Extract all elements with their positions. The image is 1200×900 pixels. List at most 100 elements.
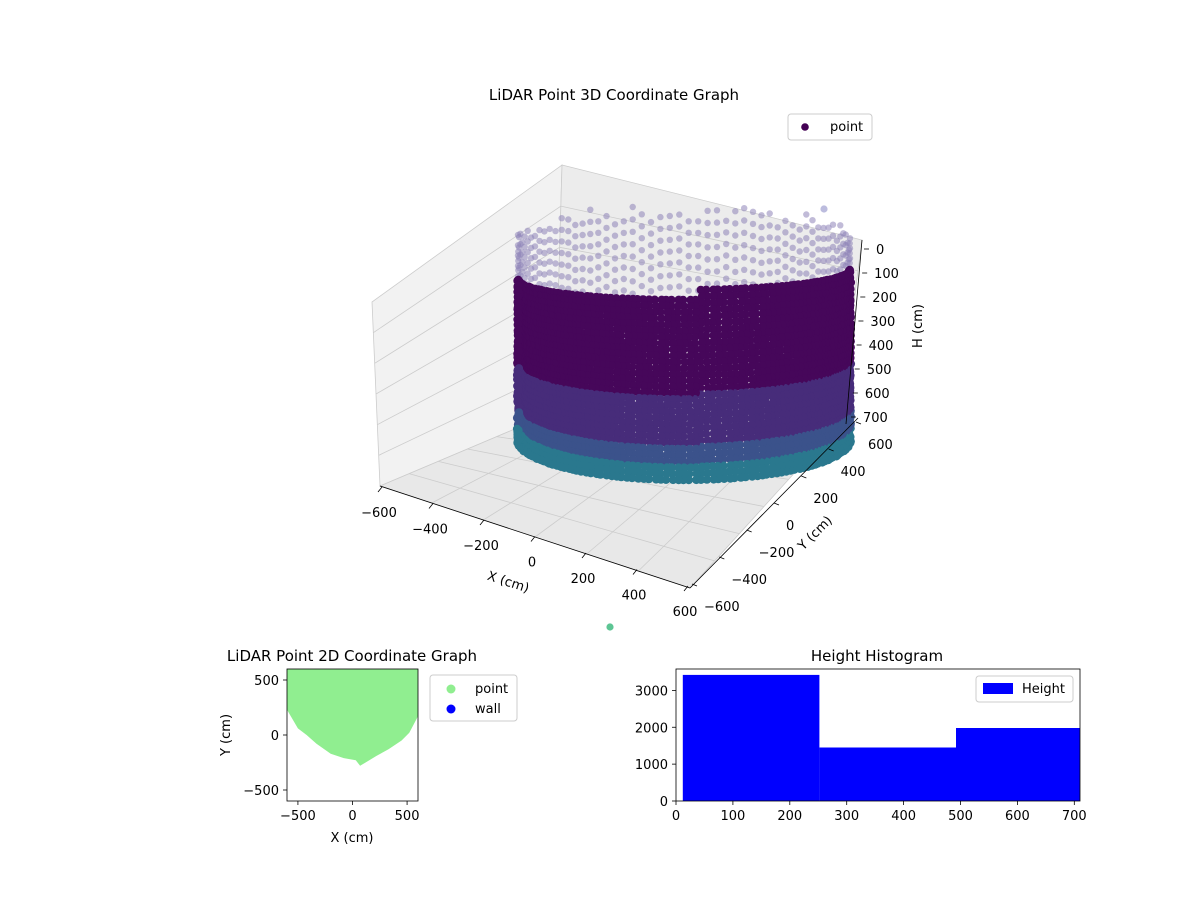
lidar-point	[766, 258, 773, 265]
lidar-point	[620, 218, 627, 225]
lidar-point	[732, 256, 739, 263]
lidar-point	[628, 418, 637, 427]
lidar-point	[639, 388, 649, 397]
lidar-point	[667, 438, 676, 447]
lidar-point	[647, 288, 655, 295]
lidar-point	[713, 318, 723, 327]
lidar-point	[657, 301, 666, 311]
lidar-point	[737, 323, 746, 333]
lidar-point	[668, 475, 678, 485]
lidar-point	[607, 299, 616, 309]
lidar-point	[697, 298, 707, 308]
lidar-point	[737, 297, 746, 306]
lidar-point	[676, 235, 683, 242]
lidar-point	[536, 270, 543, 277]
lidar-point	[702, 311, 711, 321]
lidar-point	[674, 463, 683, 472]
lidar-point	[686, 364, 695, 373]
lidar-point	[629, 241, 636, 248]
lidar-point	[629, 216, 636, 223]
lidar-point	[685, 287, 692, 294]
lidar-point	[748, 420, 757, 429]
lidar-point	[673, 438, 682, 447]
lidar-point	[702, 416, 711, 425]
lidar-point	[611, 289, 619, 296]
lidar-point	[758, 309, 767, 318]
lidar-point	[732, 220, 739, 227]
lidar-point	[666, 212, 673, 220]
lidar-point	[617, 399, 626, 408]
lidar-point	[731, 363, 740, 372]
lidar-point	[579, 243, 586, 250]
lidar-point	[639, 381, 648, 391]
lidar-point	[668, 364, 677, 373]
lidar-point	[725, 454, 735, 464]
lidar-point	[691, 382, 700, 391]
lidar-point	[603, 236, 610, 243]
lidar-point	[731, 304, 741, 313]
lidar-point	[611, 266, 619, 273]
z-tick-label: 200	[872, 291, 897, 306]
lidar-point	[695, 252, 702, 260]
lidar-point	[646, 437, 655, 447]
x-tick-label-2d: −500	[280, 809, 316, 824]
lidar-point	[531, 274, 539, 281]
lidar-point	[524, 270, 531, 277]
lidar-point	[782, 229, 789, 236]
lidar-point	[741, 242, 748, 249]
legend-3d: point	[787, 113, 873, 141]
lidar-point	[579, 277, 586, 284]
x-tick-mark	[632, 569, 638, 575]
lidar-point	[603, 260, 610, 267]
lidar-point	[558, 249, 565, 257]
lidar-point	[691, 438, 701, 447]
y-axis-label-2d: Y (cm)	[219, 714, 234, 757]
lidar-point	[597, 354, 607, 363]
lidar-point	[719, 357, 729, 366]
lidar-point	[782, 263, 789, 270]
lidar-point	[768, 295, 777, 305]
lidar-point	[624, 399, 633, 408]
lidar-point	[579, 265, 586, 273]
lidar-point	[741, 266, 748, 273]
lidar-point	[640, 369, 649, 378]
lidar-point	[732, 244, 739, 251]
lidar-point	[587, 218, 594, 225]
lidar-point	[620, 275, 627, 283]
lidar-point	[714, 344, 723, 353]
lidar-point	[820, 246, 827, 253]
lidar-point	[731, 421, 740, 431]
x-tick-label: −400	[412, 523, 448, 538]
lidar-point	[703, 442, 713, 452]
lidar-point	[521, 254, 528, 261]
lidar-point	[803, 223, 810, 230]
lidar-point	[741, 278, 748, 286]
lidar-point	[646, 320, 655, 329]
lidar-point	[552, 227, 559, 235]
lidar-point	[628, 455, 638, 464]
lidar-point	[703, 383, 713, 393]
lidar-point	[697, 344, 706, 353]
lidar-point	[796, 226, 803, 233]
lidar-point	[657, 249, 664, 256]
y-tick-label-2d: −500	[243, 784, 279, 799]
lidar-point	[692, 475, 701, 485]
lidar-point	[546, 247, 553, 254]
lidar-point	[703, 436, 712, 445]
lidar-point	[766, 222, 773, 229]
lidar-point	[749, 257, 757, 264]
y-tick-label-hist: 0	[660, 795, 668, 810]
lidar-point	[663, 413, 672, 422]
lidar-point	[829, 232, 837, 239]
lidar-point	[749, 220, 757, 228]
lidar-point	[720, 285, 729, 294]
y-tick-label-hist: 2000	[635, 721, 668, 736]
lidar-point	[558, 226, 565, 233]
lidar-point	[536, 237, 543, 245]
lidar-point	[680, 320, 689, 329]
lidar-point	[674, 333, 683, 342]
lidar-point	[753, 329, 762, 338]
lidar-point	[620, 241, 627, 248]
lidar-point	[620, 252, 627, 260]
lidar-point	[645, 307, 654, 317]
